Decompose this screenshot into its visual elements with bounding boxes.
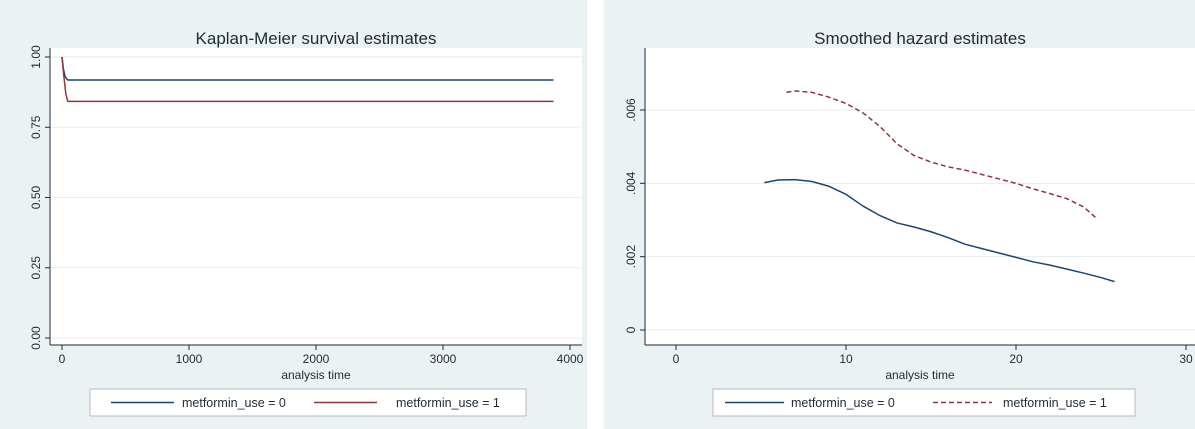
km-x-tick-label-3: 3000 [430,352,457,366]
km-y-tick-label-2: 0.50 [29,185,43,209]
smoothed-hazard-figure: Smoothed hazard estimates 0 .002 .004 .006 0 1… [604,0,1195,429]
km-series-line-1 [61,56,554,103]
haz-y-tick-label-0: 0 [624,326,638,333]
kaplan-meier-chart: Kaplan-Meier survival estimates 0.00 0.25 0… [29,29,584,417]
haz-series-line-0 [764,178,1115,283]
haz-legend-label-1: metformin_use = 1 [1003,396,1107,410]
km-legend-label-1: metformin_use = 1 [396,396,500,410]
kaplan-meier-figure: Kaplan-Meier survival estimates 0.00 0.25 0… [0,0,587,429]
km-plot-area [50,48,582,345]
haz-plot-area [645,48,1195,345]
haz-x-tick-label-0: 0 [673,352,680,366]
haz-x-tick-label-1: 10 [839,352,853,366]
km-x-tick-label-4: 4000 [557,352,584,366]
km-x-tick-label-2: 2000 [303,352,330,366]
km-x-tick-label-1: 1000 [176,352,203,366]
haz-y-tick-label-3: .006 [624,98,638,122]
km-x-tick-label-0: 0 [59,352,66,366]
km-y-tick-label-1: 0.25 [29,256,43,280]
smoothed-hazard-chart: Smoothed hazard estimates 0 .002 .004 .006 0 1… [624,29,1195,417]
haz-y-tick-label-2: .004 [624,171,638,195]
km-title: Kaplan-Meier survival estimates [196,29,437,48]
km-y-tick-label-4: 1.00 [29,45,43,69]
km-x-axis-label: analysis time [281,368,351,382]
haz-x-tick-label-3: 30 [1179,352,1193,366]
haz-y-tick-label-1: .002 [624,245,638,269]
haz-legend-label-0: metformin_use = 0 [791,396,895,410]
haz-x-tick-label-2: 20 [1009,352,1023,366]
haz-x-axis-label: analysis time [885,368,955,382]
km-y-tick-label-3: 0.75 [29,115,43,139]
km-legend-label-0: metformin_use = 0 [182,396,286,410]
km-y-tick-label-0: 0.00 [29,326,43,350]
haz-title: Smoothed hazard estimates [814,29,1026,48]
